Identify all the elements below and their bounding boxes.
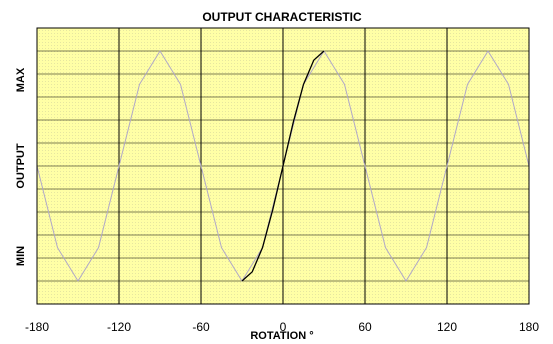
x-tick-label: -60	[192, 320, 210, 334]
x-axis-label: ROTATION °	[250, 330, 313, 342]
x-tick-label: -120	[107, 320, 131, 334]
x-tick-label: 60	[358, 320, 372, 334]
y-min-label: MIN	[15, 246, 27, 266]
chart-title: OUTPUT CHARACTERISTIC	[202, 10, 362, 24]
x-tick-label: 180	[519, 320, 539, 334]
series-line-main	[241, 50, 325, 282]
plot-border	[36, 27, 530, 305]
x-tick-label: 0	[280, 320, 287, 334]
x-tick-label: 120	[437, 320, 457, 334]
y-axis-label: OUTPUT	[15, 143, 27, 189]
y-max-label: MAX	[15, 67, 27, 92]
x-tick-labels: -180 -120 -60 0 60 120 180	[25, 320, 539, 334]
series-layer	[36, 50, 530, 282]
x-tick-label: -180	[25, 320, 49, 334]
